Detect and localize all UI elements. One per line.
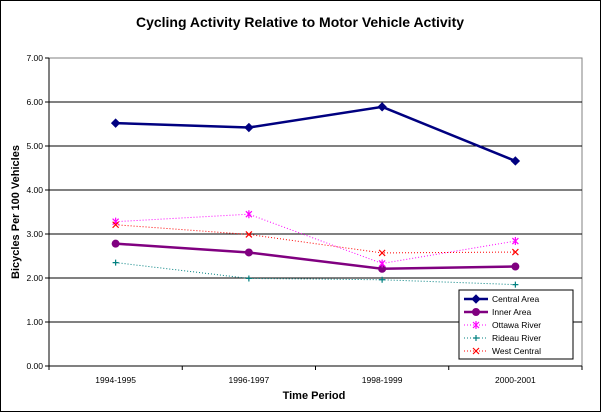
- series-ottawa-river: [112, 210, 519, 268]
- data-point: [112, 259, 119, 266]
- series-line: [115, 242, 516, 271]
- legend-label: Ottawa River: [492, 320, 541, 330]
- series-line: [115, 105, 516, 163]
- y-tick-label: 2.00: [26, 273, 43, 283]
- x-tick-label: 1998-1999: [362, 375, 403, 385]
- series-layer: [110, 102, 521, 288]
- data-point: [245, 275, 252, 282]
- y-tick-label: 1.00: [26, 317, 43, 327]
- legend-label: West Central: [492, 346, 541, 356]
- legend-item: Ottawa River: [464, 320, 541, 330]
- legend-item: Central Area: [464, 294, 540, 304]
- data-point: [473, 335, 479, 341]
- data-point: [377, 102, 387, 112]
- series-line: [115, 213, 516, 264]
- series-inner-area: [111, 239, 520, 273]
- legend-label: Central Area: [492, 294, 540, 304]
- data-point: [245, 210, 253, 219]
- data-point: [511, 262, 520, 271]
- y-tick-label: 4.00: [26, 185, 43, 195]
- series-rideau-river: [112, 259, 519, 288]
- data-point: [378, 249, 386, 257]
- y-tick-label: 6.00: [26, 97, 43, 107]
- legend-item: West Central: [464, 346, 541, 356]
- legend: Central Area Inner Area Ottawa River Rideau…: [458, 289, 574, 360]
- y-tick-label: 5.00: [26, 141, 43, 151]
- data-point: [378, 259, 386, 268]
- chart-title: Cycling Activity Relative to Motor Vehic…: [136, 14, 464, 30]
- data-point: [244, 248, 253, 257]
- y-tick-label: 7.00: [26, 53, 43, 63]
- data-point: [511, 237, 519, 246]
- x-axis-ticks: 1994-1995 1996-1997 1998-1999 2000-2001: [48, 365, 583, 385]
- x-tick-label: 1996-1997: [229, 375, 270, 385]
- data-point: [379, 276, 386, 283]
- data-point: [111, 239, 120, 248]
- data-point: [511, 248, 519, 256]
- data-point: [244, 122, 254, 133]
- x-axis-label: Time Period: [283, 390, 346, 402]
- data-point: [471, 294, 481, 304]
- legend-label: Rideau River: [492, 333, 541, 343]
- legend-item: Rideau River: [464, 333, 541, 343]
- y-tick-label: 0.00: [26, 361, 43, 371]
- series-west-central: [112, 221, 519, 257]
- y-tick-label: 3.00: [26, 229, 43, 239]
- x-tick-label: 1994-1995: [95, 375, 136, 385]
- data-point: [510, 156, 521, 166]
- legend-item: Inner Area: [464, 307, 531, 317]
- data-point: [472, 321, 480, 329]
- data-point: [110, 118, 121, 128]
- gridlines: [49, 101, 582, 323]
- y-axis-label: Bicycles Per 100 Vehicles: [10, 145, 22, 279]
- data-point: [245, 231, 253, 238]
- legend-label: Inner Area: [492, 307, 531, 317]
- y-axis-ticks: 0.00 1.00 2.00 3.00 4.00 5.00 6.00 7.00: [26, 53, 50, 371]
- data-point: [472, 308, 480, 316]
- series-central-area: [110, 102, 521, 166]
- data-point: [472, 347, 480, 355]
- data-point: [112, 221, 120, 229]
- data-point: [512, 281, 519, 288]
- series-line: [115, 224, 516, 254]
- x-tick-label: 2000-2001: [495, 375, 536, 385]
